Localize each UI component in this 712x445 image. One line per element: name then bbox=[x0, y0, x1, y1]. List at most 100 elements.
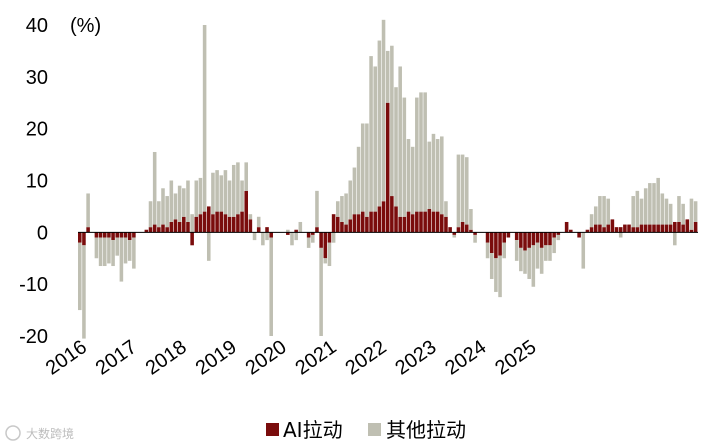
x-tick-label: 2017 bbox=[92, 336, 141, 380]
bar-other bbox=[473, 234, 477, 243]
bar-ai bbox=[340, 221, 344, 233]
bar-other bbox=[348, 180, 353, 220]
bar-ai bbox=[502, 232, 506, 243]
bar-other bbox=[485, 242, 490, 259]
bar-ai bbox=[385, 102, 390, 233]
bar-other bbox=[231, 164, 236, 217]
bar-other bbox=[311, 234, 315, 243]
bar-ai bbox=[390, 196, 394, 233]
bar-other bbox=[673, 232, 677, 246]
bar-other bbox=[460, 154, 465, 222]
bar-other bbox=[223, 170, 228, 215]
bar-other bbox=[668, 203, 673, 225]
bar-ai bbox=[548, 232, 552, 246]
bar-other bbox=[119, 237, 124, 282]
bar-ai bbox=[165, 227, 169, 233]
x-tick-label: 2021 bbox=[291, 336, 340, 380]
y-tick-label: 40 bbox=[26, 15, 48, 37]
legend: AI拉动 其他拉动 bbox=[266, 418, 466, 442]
bar-other bbox=[548, 245, 552, 261]
bar-other bbox=[544, 245, 548, 261]
bar-other bbox=[157, 201, 161, 228]
bar-other bbox=[132, 237, 136, 269]
bar-ai bbox=[194, 216, 199, 233]
bar-other bbox=[652, 183, 656, 225]
bar-other bbox=[431, 133, 436, 212]
bar-ai bbox=[169, 221, 174, 233]
bar-other bbox=[677, 196, 681, 222]
bar-other bbox=[356, 146, 361, 215]
bar-ai bbox=[381, 201, 386, 233]
bar-ai bbox=[402, 216, 407, 233]
bar-ai bbox=[369, 211, 373, 233]
bar-other bbox=[523, 250, 527, 274]
x-tick-label: 2018 bbox=[142, 336, 191, 380]
bar-ai bbox=[631, 227, 635, 233]
bar-other bbox=[435, 139, 440, 212]
bar-ai bbox=[585, 229, 590, 233]
bar-ai bbox=[648, 224, 652, 233]
bar-ai bbox=[123, 232, 128, 238]
bar-other bbox=[115, 237, 120, 256]
bar-ai bbox=[635, 227, 640, 233]
bar-ai bbox=[294, 229, 298, 233]
y-tick-label: -20 bbox=[19, 326, 48, 348]
bar-ai bbox=[373, 211, 377, 233]
bar-other bbox=[244, 162, 248, 191]
bar-other bbox=[377, 40, 382, 207]
bar-other bbox=[381, 19, 386, 202]
bar-ai bbox=[406, 211, 411, 233]
bar-other bbox=[298, 221, 303, 233]
y-axis-ticks: -20 -10 0 10 20 30 40 bbox=[19, 15, 48, 348]
bar-other bbox=[352, 167, 357, 215]
bar-ai bbox=[519, 232, 523, 248]
bar-ai bbox=[240, 211, 244, 233]
bar-ai bbox=[544, 232, 548, 246]
bar-other bbox=[552, 237, 556, 254]
bar-ai bbox=[627, 224, 631, 233]
bar-ai bbox=[598, 224, 602, 233]
bar-ai bbox=[689, 229, 694, 233]
bar-ai bbox=[219, 211, 224, 233]
bar-other bbox=[198, 177, 203, 215]
bar-ai bbox=[82, 232, 86, 246]
bar-ai bbox=[448, 227, 452, 233]
bar-ai bbox=[265, 227, 269, 233]
bar-ai bbox=[552, 232, 556, 238]
bar-other bbox=[123, 237, 128, 264]
bar-ai bbox=[173, 219, 178, 233]
bar-ai bbox=[427, 209, 432, 233]
bar-other bbox=[315, 190, 319, 228]
bar-other bbox=[290, 232, 294, 246]
y-tick-label: 30 bbox=[26, 67, 48, 89]
bar-ai bbox=[286, 232, 290, 235]
bar-ai bbox=[685, 219, 690, 233]
bar-ai bbox=[564, 221, 569, 233]
bar-ai bbox=[157, 227, 161, 233]
bar-ai bbox=[485, 232, 490, 243]
bar-other bbox=[452, 234, 457, 238]
bar-other bbox=[360, 123, 365, 212]
bar-ai bbox=[365, 216, 369, 233]
bar-other bbox=[161, 188, 165, 225]
bar-ai bbox=[335, 216, 340, 233]
bar-ai bbox=[656, 224, 660, 233]
bar-other bbox=[190, 214, 194, 233]
bar-ai bbox=[202, 211, 207, 233]
bar-ai bbox=[127, 232, 132, 241]
bar-other bbox=[111, 240, 115, 267]
bar-ai bbox=[107, 232, 111, 238]
bar-ai bbox=[469, 229, 473, 233]
watermark-logo-icon bbox=[5, 425, 21, 441]
bar-ai bbox=[115, 232, 120, 238]
bar-ai bbox=[227, 216, 232, 233]
bar-other bbox=[423, 92, 427, 212]
bar-other bbox=[240, 180, 244, 212]
bar-other bbox=[86, 193, 90, 228]
bar-ai bbox=[377, 206, 382, 233]
bar-other bbox=[248, 214, 253, 220]
bar-other bbox=[94, 237, 99, 259]
bar-other bbox=[464, 157, 469, 225]
bar-ai bbox=[410, 214, 415, 233]
bar-other bbox=[415, 97, 419, 212]
